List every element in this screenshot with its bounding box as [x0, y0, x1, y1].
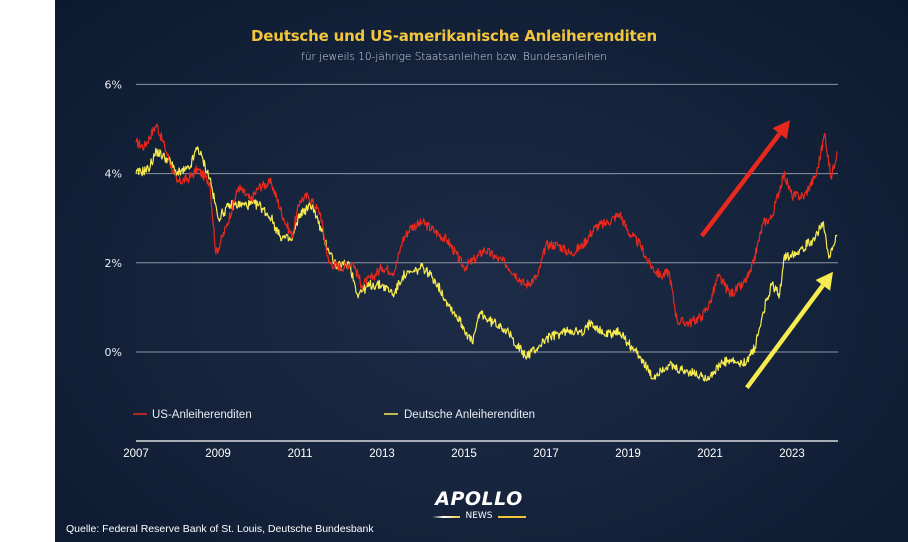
x-tick-label: 2009 — [205, 448, 231, 460]
logo-bar-left — [432, 516, 460, 518]
x-axis-ticks: 2007 2009 2011 2013 2015 2017 2019 2021 2023 — [123, 448, 805, 460]
apollo-news-logo: APOLLO NEWS — [430, 488, 528, 524]
legend: US-Anleiherenditen Deutsche Anleiherendi… — [133, 409, 535, 421]
series-lines — [135, 123, 838, 382]
chart-subtitle: für jeweils 10-jährige Staatsanleihen bz… — [301, 51, 607, 63]
logo-subtitle: NEWS — [465, 511, 493, 521]
y-tick-label: 6% — [105, 78, 122, 91]
logo-bar-right — [498, 516, 526, 518]
arrow-head-de — [815, 271, 833, 291]
chart-panel — [55, 0, 908, 542]
x-tick-label: 2021 — [697, 448, 723, 460]
x-tick-label: 2013 — [369, 448, 395, 460]
y-tick-label: 2% — [105, 257, 122, 270]
y-axis-ticks: 0% 2% 4% 6% — [105, 78, 122, 359]
arrow-head-us — [772, 120, 790, 140]
arrow-shaft-de — [745, 284, 825, 390]
x-tick-label: 2015 — [451, 448, 477, 460]
series-line-de — [135, 146, 838, 382]
gridlines — [136, 83, 838, 353]
source-note: Quelle: Federal Reserve Bank of St. Loui… — [66, 523, 374, 535]
x-tick-label: 2007 — [123, 448, 149, 460]
series-line-us — [135, 123, 838, 328]
y-tick-label: 0% — [105, 346, 122, 359]
x-tick-label: 2017 — [533, 448, 559, 460]
trend-arrows — [700, 120, 833, 390]
y-tick-label: 4% — [105, 168, 122, 181]
chart-title: Deutsche und US-amerikanische Anleiheren… — [251, 27, 657, 45]
legend-label-de: Deutsche Anleiherenditen — [404, 409, 535, 421]
legend-label-us: US-Anleiherenditen — [152, 409, 252, 421]
arrow-shaft-us — [700, 132, 782, 238]
x-tick-label: 2011 — [288, 448, 313, 460]
x-tick-label: 2019 — [615, 448, 641, 460]
x-tick-label: 2023 — [779, 448, 805, 460]
logo-wordmark: APOLLO — [435, 488, 523, 510]
